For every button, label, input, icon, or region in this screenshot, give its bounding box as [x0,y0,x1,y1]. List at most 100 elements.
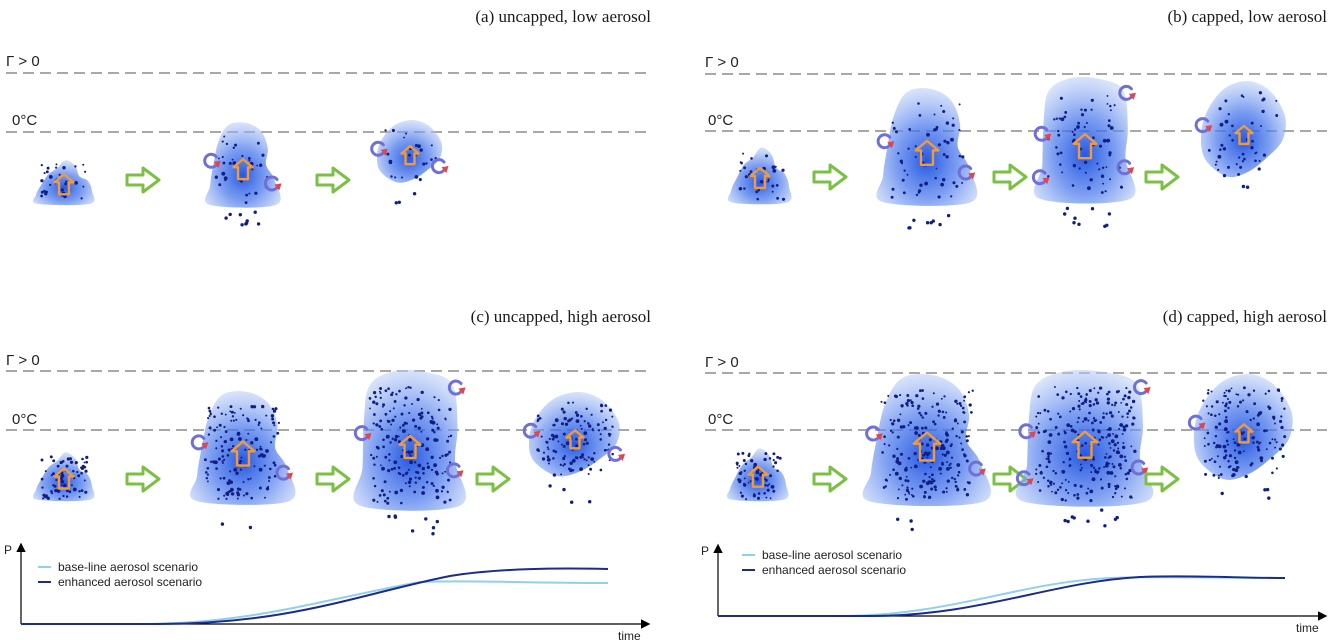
cloud-droplet [437,408,441,412]
cloud-droplet [921,397,925,400]
rain-drop [1106,138,1111,143]
cloud-droplet [965,459,969,463]
cloud-droplet [905,488,909,492]
cloud-droplet [433,396,436,399]
cloud-droplet [372,498,376,502]
cloud-droplet [378,494,382,497]
cloud-droplet [906,479,910,483]
entrainment-icon [957,164,976,181]
entrainment-icon [522,422,541,439]
cloud-droplet [540,435,543,438]
rain-drop [253,210,257,214]
cloud-droplet [58,497,61,500]
cloud-droplet [1280,425,1284,430]
cloud-droplet [1057,133,1061,137]
cloud-droplet [596,423,600,427]
cloud-droplet [1042,476,1046,479]
cloud-droplet [375,423,379,427]
cloud-droplet [941,461,944,465]
cloud-droplet [917,433,921,437]
cloud-body [1200,80,1286,178]
cloud-droplet [764,154,769,158]
cloud-droplet [270,414,275,418]
cloud-droplet [69,460,74,464]
cloud-droplet [1047,457,1050,461]
cloud-droplet [1113,104,1116,107]
cloud-droplet [757,188,761,192]
cloud-droplet [217,157,220,160]
cloud-droplet [384,455,388,459]
cloud-droplet [223,494,226,497]
cloud-droplet [919,389,922,393]
rain-drop [1072,221,1076,225]
cloud-droplet [1095,401,1100,405]
cloud-droplet [80,197,83,200]
cloud-droplet [1239,165,1243,169]
cloud-droplet [931,473,934,477]
rain-drop [554,434,559,439]
cloud-droplet [1098,438,1102,441]
cloud-droplet [60,188,64,192]
cloud-droplet [403,136,406,139]
cloud-droplet [1107,456,1110,459]
cloud-droplet [923,490,927,494]
rain-drop [1086,519,1090,523]
cloud-droplet [906,398,911,403]
cloud-droplet [441,485,445,489]
cloud-droplet [899,452,904,456]
cloud-droplet [1247,393,1251,397]
cloud-droplet [387,387,390,391]
time-arrow-icon [475,465,511,493]
rain-drop [1046,451,1051,456]
cloud-droplet [926,456,929,459]
cloud-droplet [236,487,241,491]
cloud-droplet [943,453,947,457]
rain-drop [940,182,944,187]
cloud-droplet [943,139,947,143]
rain-drop [1109,126,1114,130]
rain-drop [1106,470,1111,475]
cloud-droplet [1092,416,1096,420]
rain-drop [1089,489,1094,494]
cloud-droplet [906,486,909,489]
cloud-droplet [42,497,45,500]
cloud-droplet [1225,402,1228,406]
cloud-droplet [1054,426,1058,429]
cloud-droplet [1106,397,1111,401]
rain-drop [394,490,399,495]
cloud-droplet [965,439,969,443]
cloud-droplet [1131,399,1136,404]
time-arrow-icon [125,465,161,493]
cloud-droplet [1216,455,1219,458]
cloud-droplet [256,164,259,167]
cloud-droplet [213,428,217,432]
cloud-body [32,160,95,206]
cloud-droplet [1038,464,1042,467]
cloud-droplet [924,411,928,415]
cloud-droplet [430,158,433,161]
cloud-droplet [230,419,233,422]
cloud-droplet [599,468,603,472]
cloud-droplet [380,464,382,467]
cloud-droplet [1049,417,1052,421]
cloud-droplet [1128,468,1132,473]
cloud-droplet [1272,415,1276,419]
rain-drop [904,467,908,472]
cloud-droplet [447,435,450,438]
rain-drop [755,477,759,481]
rain-drop [1236,442,1241,447]
cloud-droplet [1100,486,1104,490]
cloud-droplet [607,443,611,446]
cloud-droplet [1220,143,1224,147]
cloud-droplet [256,141,260,145]
cloud-droplet [1110,414,1114,418]
cloud-droplet [393,438,398,442]
cloud-body [376,119,443,183]
cloud-droplet [599,438,602,441]
cloud-droplet [580,414,583,418]
cloud-droplet [81,458,84,461]
cloud-droplet [235,471,239,475]
cloud-droplet [1213,441,1216,445]
cloud-droplet [880,400,883,403]
cloud-droplet [1067,480,1070,483]
